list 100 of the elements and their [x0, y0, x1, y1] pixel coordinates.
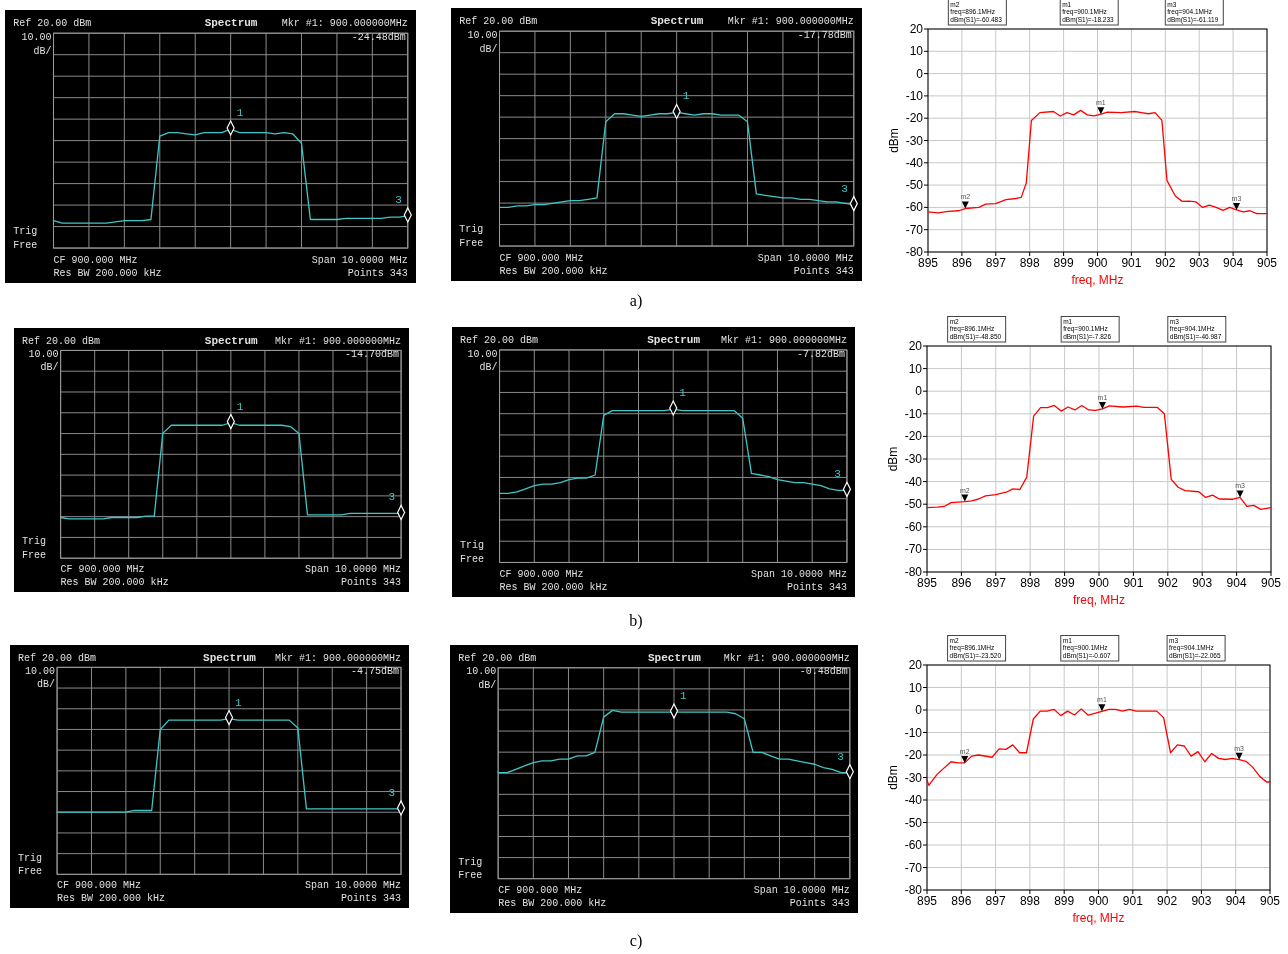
y-tick-label: -40: [904, 793, 923, 807]
chart-title: Spectrum: [204, 17, 258, 30]
y-tick-label: -50: [904, 815, 923, 830]
text: Mkr #1: 900.000000MHz: [281, 18, 408, 30]
y-tick-label: -20: [905, 111, 924, 126]
y-tick-label: -80: [904, 565, 923, 579]
x-tick-label: 901: [1121, 256, 1142, 270]
y-tick-label: -50: [905, 178, 924, 193]
text: Ref 20.00 dBm: [17, 652, 96, 664]
x-tick-label: 904: [1223, 256, 1244, 270]
x-tick-label: 900: [1088, 576, 1110, 590]
text: -4.75dBm: [351, 665, 400, 677]
text: Trig: [13, 225, 38, 237]
y-tick-label: -70: [904, 542, 923, 557]
line-series: [927, 109, 1268, 215]
text: Free: [459, 237, 484, 249]
annotation: 3: [834, 468, 841, 481]
text: 1: [235, 696, 243, 709]
chart-title: Spectrum: [204, 334, 259, 347]
y-tick-label: -40: [904, 474, 923, 489]
text: Trig: [17, 852, 42, 864]
text: Res BW 200.000 kHz: [57, 893, 166, 905]
y-tick-label: -70: [904, 860, 923, 875]
x-tick-label: 898: [1020, 576, 1041, 590]
x-tick-label: 899: [1054, 894, 1075, 908]
y-tick-label: -60: [904, 519, 923, 534]
x-tick-label: 903: [1189, 256, 1210, 270]
text: b): [629, 612, 643, 630]
y-tick-label: -30: [904, 770, 923, 785]
text: dB/: [37, 679, 56, 691]
text: Trig: [458, 856, 483, 868]
text: 1: [236, 400, 244, 413]
y-tick-label: 20: [908, 658, 923, 672]
text: Free: [17, 865, 42, 877]
y-axis-title: dBm: [887, 128, 901, 153]
y-axis-title: dBm: [886, 765, 900, 790]
x-tick-label: 905: [1260, 576, 1282, 590]
annotation: 3: [395, 193, 402, 206]
x-tick-label: 899: [1053, 256, 1074, 270]
text: 1: [679, 690, 687, 703]
text: -7.82dBm: [796, 348, 845, 360]
y-tick-label: 20: [908, 339, 923, 353]
y-tick-label: 20: [909, 22, 924, 36]
y-tick-label: -50: [904, 497, 923, 512]
x-tick-label: 896: [951, 576, 972, 590]
text: Mkr #1: 900.000000MHz: [720, 335, 847, 347]
text: Mkr #1: 900.000000MHz: [727, 16, 854, 28]
text: Points 343: [347, 268, 408, 280]
x-tick-label: 901: [1122, 894, 1144, 908]
x-tick-label: 899: [1054, 576, 1075, 590]
x-tick-label: 895: [917, 256, 939, 270]
x-tick-label: 905: [1256, 256, 1278, 270]
y-tick-label: -70: [905, 222, 924, 237]
text: Free: [458, 870, 483, 882]
text: -17.78dBm: [797, 30, 852, 42]
x-tick-label: 895: [916, 894, 938, 908]
annotation: 3: [388, 491, 396, 504]
text: Points 343: [341, 577, 402, 589]
x-tick-label: 903: [1191, 894, 1212, 908]
text: 10.00: [467, 348, 498, 360]
text: Trig: [460, 540, 485, 552]
x-tick-label: 900: [1087, 256, 1108, 270]
text: Mkr #1: 900.000000MHz: [274, 652, 402, 664]
text: CF 900.000 MHz: [60, 564, 145, 576]
text: Free: [21, 549, 46, 561]
text: -24.48dBm: [351, 32, 406, 44]
x-tick-label: 902: [1157, 894, 1178, 908]
y-tick-label: 0: [915, 384, 923, 399]
text: -14.70dBm: [345, 349, 400, 361]
text: 10.00: [467, 30, 498, 42]
y-tick-label: 0: [916, 66, 924, 81]
text: Res BW 200.000 kHz: [499, 266, 608, 278]
x-axis-title: freq, MHz: [1072, 911, 1125, 925]
text: dB/: [40, 362, 59, 374]
y-tick-label: -40: [905, 155, 924, 170]
x-tick-label: 897: [985, 256, 1007, 270]
y-tick-label: -20: [904, 748, 923, 762]
text: 1: [236, 107, 244, 120]
annotation: 3: [837, 750, 844, 763]
y-axis-title: dBm: [886, 446, 900, 472]
x-tick-label: 897: [985, 894, 1006, 908]
x-axis-title: freq, MHz: [1072, 593, 1126, 607]
y-tick-label: -10: [904, 406, 923, 421]
annotation: 3: [841, 182, 848, 195]
text: Points 343: [793, 266, 854, 278]
text: Ref 20.00 dBm: [458, 653, 537, 665]
chart-title: Spectrum: [647, 652, 702, 665]
text: Ref 20.00 dBm: [13, 18, 92, 30]
text: CF 900.000 MHz: [499, 568, 584, 580]
x-tick-label: 904: [1225, 894, 1247, 908]
y-tick-label: 0: [915, 703, 923, 717]
text: Points 343: [786, 582, 847, 594]
text: Points 343: [789, 898, 850, 910]
text: CF 900.000 MHz: [498, 884, 583, 896]
text: Ref 20.00 dBm: [21, 335, 100, 347]
x-tick-label: 898: [1019, 256, 1041, 270]
text: Res BW 200.000 kHz: [60, 577, 169, 589]
y-tick-label: -60: [904, 838, 923, 852]
y-tick-label: -20: [904, 429, 923, 444]
y-tick-label: 10: [908, 361, 923, 376]
